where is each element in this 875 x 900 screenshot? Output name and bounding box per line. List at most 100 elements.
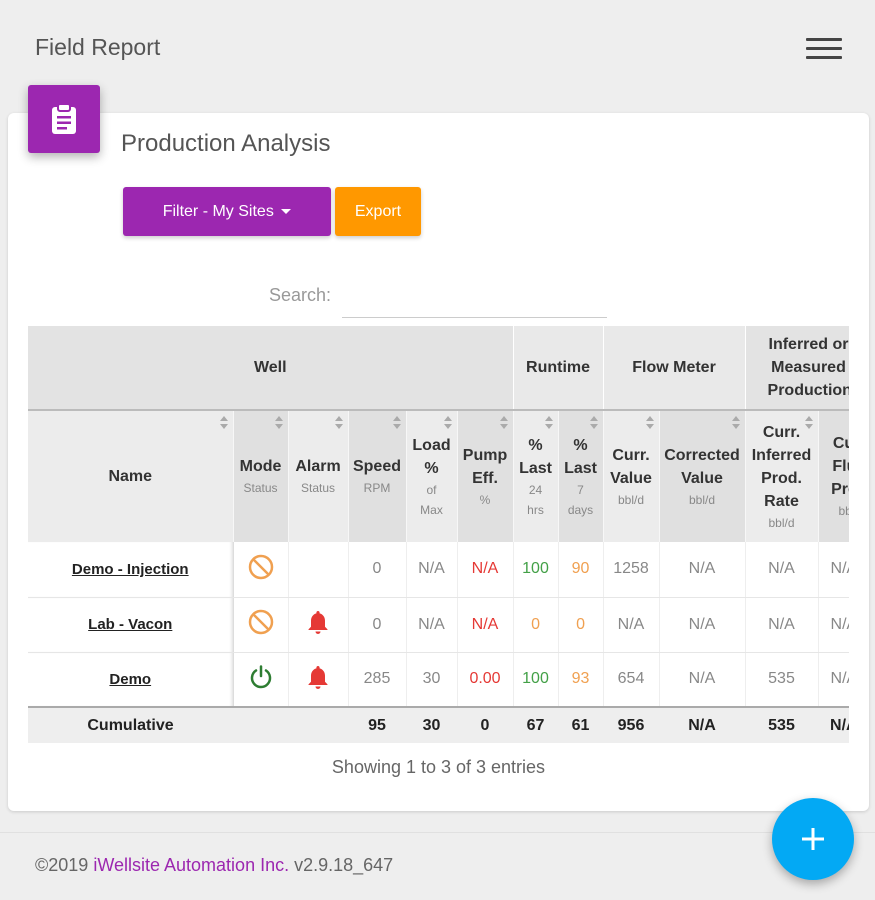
prohibited-icon — [248, 554, 273, 579]
column-header-corrected-value[interactable]: Corrected Value bbl/d — [659, 409, 746, 542]
sort-icon — [334, 416, 344, 430]
cumulative-inferred-rate: 535 — [745, 706, 819, 743]
plus-icon — [802, 828, 824, 850]
column-label: Name — [108, 468, 153, 485]
curr-value-cell: 654 — [603, 652, 660, 708]
mode-cell — [233, 597, 289, 653]
column-label: Curr. Inferred Prod. Rate — [751, 423, 812, 510]
inferred-rate-cell: 535 — [745, 652, 819, 708]
well-name-link[interactable]: Lab - Vacon — [28, 597, 234, 653]
table-row: Demo - Injection 0 N/A N/A 100 90 1258 N… — [28, 542, 849, 598]
column-label: Corrected Value — [664, 446, 740, 487]
footer: ©2019 iWellsite Automation Inc. v2.9.18_… — [35, 855, 393, 876]
column-sublabel: of Max — [420, 482, 443, 517]
caret-down-icon — [281, 208, 292, 214]
cumulative-last7: 61 — [558, 706, 604, 743]
speed-cell: 0 — [348, 597, 407, 653]
alarm-cell — [288, 652, 349, 708]
group-header-well: Well — [28, 326, 514, 410]
curr-value-cell: N/A — [603, 597, 660, 653]
column-sublabel: bbl/d — [838, 504, 850, 518]
mode-cell — [233, 542, 289, 598]
column-header-alarm[interactable]: Alarm Status — [288, 409, 349, 542]
export-button[interactable]: Export — [335, 187, 421, 236]
inferred-rate-cell: N/A — [745, 542, 819, 598]
group-header-inferred: Inferred or Measured Production — [745, 326, 849, 410]
column-sublabel: 24 hrs — [527, 482, 544, 517]
column-header-inferred-rate[interactable]: Curr. Inferred Prod. Rate bbl/d — [745, 409, 819, 542]
column-label: % Last — [564, 436, 597, 477]
add-fab-button[interactable] — [772, 798, 854, 880]
curr-fluid-cell: N/A — [818, 542, 849, 598]
last24-cell: 100 — [513, 542, 559, 598]
column-sublabel: 7 days — [567, 482, 594, 517]
sort-icon — [544, 416, 554, 430]
hamburger-menu-icon[interactable] — [806, 38, 842, 62]
speed-cell: 0 — [348, 542, 407, 598]
column-label: Speed — [352, 458, 401, 475]
group-header-runtime: Runtime — [513, 326, 604, 410]
pump-eff-cell: 0.00 — [457, 652, 514, 708]
filter-button[interactable]: Filter - My Sites — [123, 187, 331, 236]
column-header-curr-value[interactable]: Curr. Value bbl/d — [603, 409, 660, 542]
production-table-container[interactable]: Well Runtime Flow Meter Inferred or Meas… — [28, 326, 849, 746]
corrected-value-cell: N/A — [659, 597, 746, 653]
column-header-load[interactable]: Load % of Max — [406, 409, 458, 542]
column-label: Mode — [239, 458, 282, 475]
footer-divider — [0, 832, 875, 833]
sort-icon — [589, 416, 599, 430]
sort-icon — [499, 416, 509, 430]
app-title: Field Report — [35, 34, 161, 60]
search-label: Search: — [269, 285, 332, 305]
table-row: Demo 285 30 0.00 100 93 654 N/A 535 N/A — [28, 652, 849, 708]
production-table: Well Runtime Flow Meter Inferred or Meas… — [28, 326, 849, 743]
footer-copyright: ©2019 — [35, 855, 89, 875]
column-header-mode[interactable]: Mode Status — [233, 409, 289, 542]
column-header-pump-eff[interactable]: Pump Eff.% — [457, 409, 514, 542]
column-sublabel: % — [479, 492, 491, 507]
sort-icon — [392, 416, 402, 430]
production-analysis-card: Production Analysis Filter - My Sites Ex… — [8, 113, 869, 811]
well-name-link[interactable]: Demo - Injection — [28, 542, 234, 598]
group-header-inferred-label: Inferred or Measured Production — [767, 336, 849, 399]
filter-button-label: Filter - My Sites — [162, 202, 274, 220]
load-cell: N/A — [406, 597, 458, 653]
column-header-curr-fluid[interactable]: Curr. Fluid Prod. bbl/d — [818, 409, 850, 542]
cumulative-mode — [233, 706, 288, 743]
cumulative-curr-value: 956 — [603, 706, 660, 743]
corrected-value-cell: N/A — [659, 652, 746, 708]
pagination-info: Showing 1 to 3 of 3 entries — [331, 757, 546, 777]
sort-icon — [443, 416, 453, 430]
column-header-speed[interactable]: Speed RPM — [348, 409, 407, 542]
column-sublabel: bbl/d — [689, 492, 716, 507]
last24-cell: 0 — [513, 597, 559, 653]
column-header-last-24[interactable]: % Last 24 hrs — [513, 409, 559, 542]
last7-cell: 90 — [558, 542, 604, 598]
pump-eff-cell: N/A — [457, 597, 514, 653]
corrected-value-cell: N/A — [659, 542, 746, 598]
sort-icon — [274, 416, 284, 430]
cumulative-corrected: N/A — [659, 706, 746, 743]
speed-cell: 285 — [348, 652, 407, 708]
cumulative-curr-fluid: N/A — [818, 706, 849, 743]
column-header-last-7[interactable]: % Last 7 days — [558, 409, 604, 542]
top-bar: Field Report — [0, 0, 875, 95]
sort-icon — [645, 416, 655, 430]
cumulative-load: 30 — [406, 706, 457, 743]
cumulative-speed: 95 — [348, 706, 406, 743]
column-sublabel: RPM — [363, 481, 391, 495]
inferred-rate-cell: N/A — [745, 597, 819, 653]
cumulative-label: Cumulative — [28, 706, 233, 743]
sort-icon — [804, 416, 814, 430]
search-input[interactable] — [342, 278, 607, 318]
power-icon — [250, 665, 271, 688]
well-name-link[interactable]: Demo — [28, 652, 234, 708]
footer-company-link[interactable]: iWellsite Automation Inc. — [93, 855, 290, 875]
mode-cell — [233, 652, 289, 708]
column-label: Curr. Fluid Prod. — [831, 435, 849, 498]
card-title: Production Analysis — [121, 130, 331, 157]
column-header-name[interactable]: Name — [28, 409, 234, 542]
prohibited-icon — [248, 609, 273, 635]
column-sublabel: Status — [300, 481, 336, 495]
bell-icon — [308, 665, 328, 689]
